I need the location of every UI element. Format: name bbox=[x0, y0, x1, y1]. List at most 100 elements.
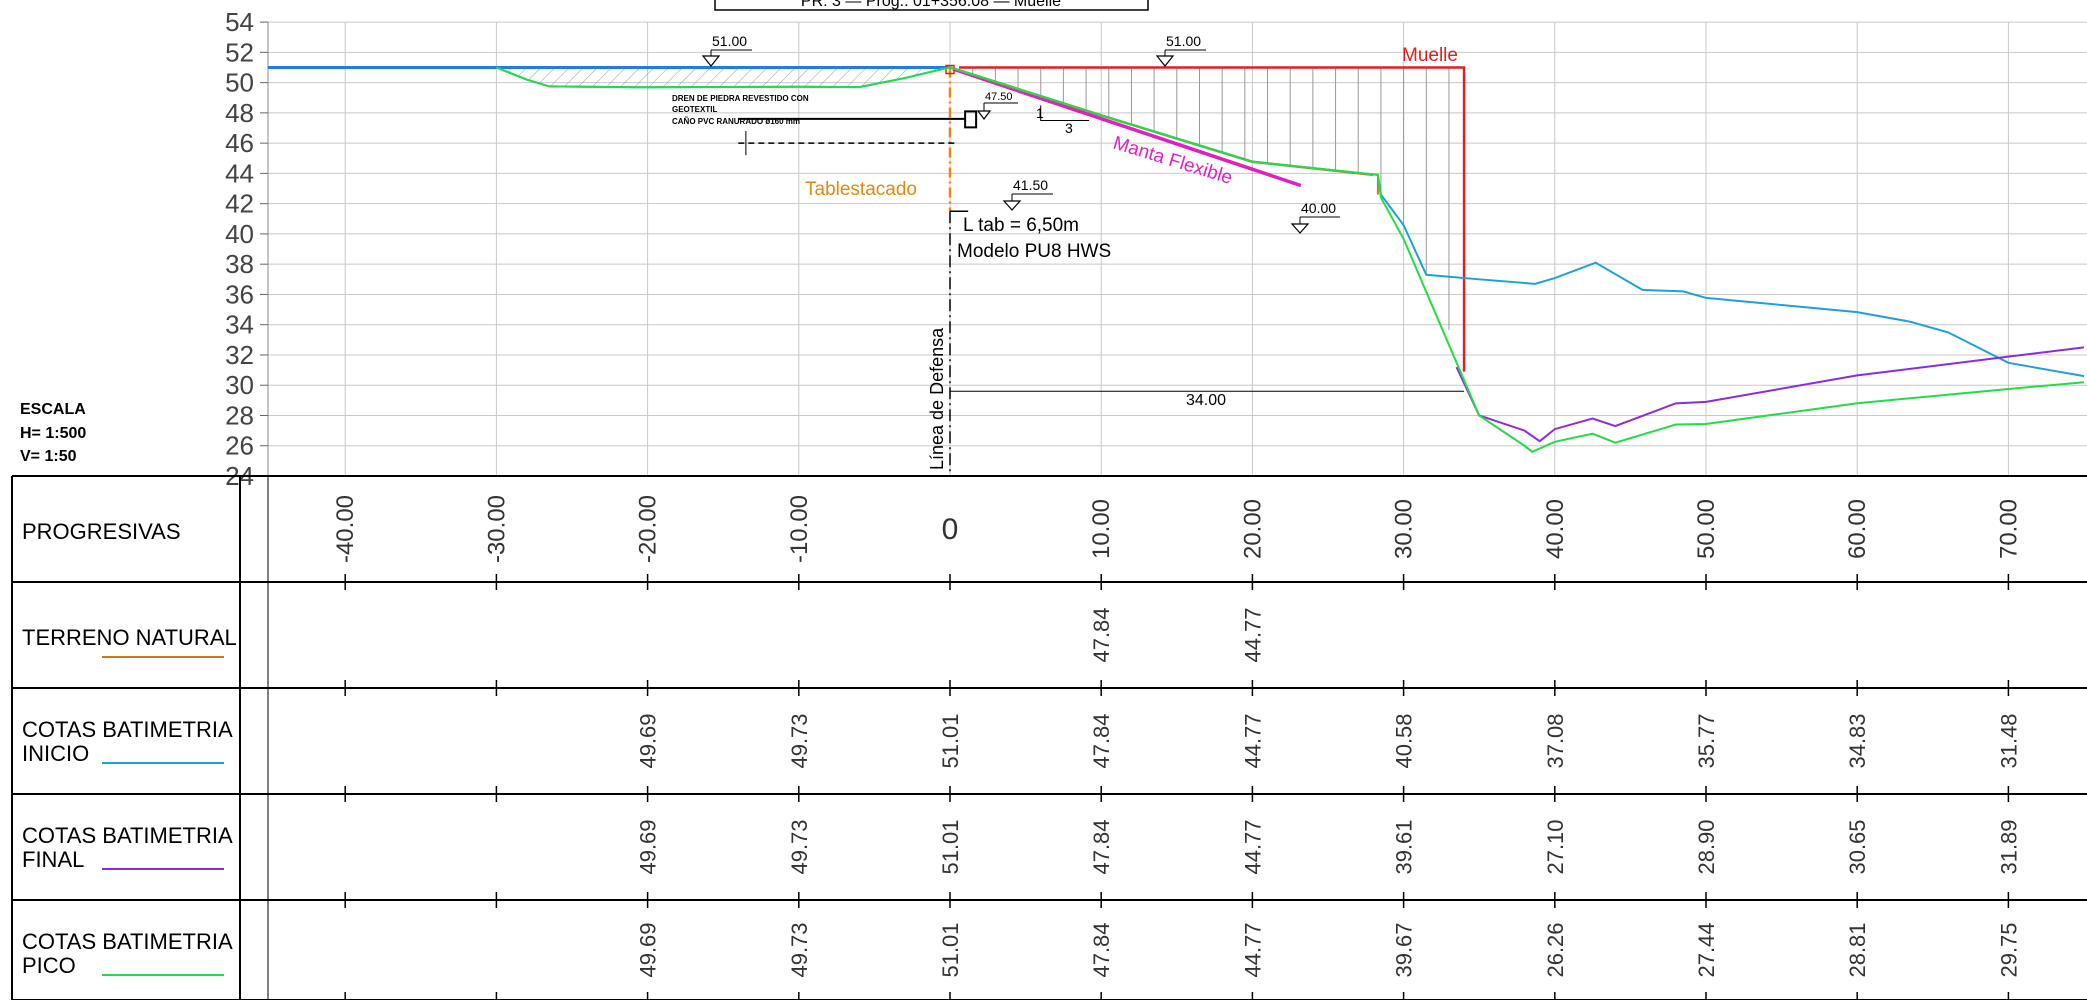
grid bbox=[267, 21, 2087, 477]
muelle-outline bbox=[959, 66, 1466, 372]
y-tick-label: 28 bbox=[225, 400, 254, 430]
inicio-value: 34.83 bbox=[1845, 713, 1870, 768]
manta-flexible-line bbox=[952, 67, 1302, 188]
y-tick-label: 52 bbox=[225, 37, 254, 67]
slope-h-label: 3 bbox=[1065, 120, 1073, 136]
fills bbox=[496, 67, 1450, 331]
final-value: 44.77 bbox=[1240, 819, 1265, 874]
dren-box bbox=[964, 110, 978, 129]
station-label: 30.00 bbox=[1391, 499, 1418, 559]
y-tick-label: 46 bbox=[225, 128, 254, 158]
station-label: -40.00 bbox=[332, 495, 359, 563]
inicio-value: 44.77 bbox=[1240, 713, 1265, 768]
tablestacado-label: Tablestacado bbox=[805, 179, 917, 200]
inicio-value: 37.08 bbox=[1543, 713, 1568, 768]
pico-value: 47.84 bbox=[1089, 922, 1114, 977]
station-label: -20.00 bbox=[635, 495, 662, 563]
final-value: 39.61 bbox=[1392, 819, 1417, 874]
y-tick-label: 34 bbox=[225, 310, 254, 340]
pico-value: 51.01 bbox=[938, 922, 963, 977]
elevation-marker-47: 47.50 bbox=[976, 91, 1018, 120]
elevation-marker-51b: 51.00 bbox=[1155, 33, 1206, 67]
final-value: 47.84 bbox=[1089, 819, 1114, 874]
station-label: -10.00 bbox=[786, 495, 813, 563]
elevation-marker-40: 40.00 bbox=[1290, 200, 1340, 234]
slope-v-label: 1 bbox=[1036, 105, 1044, 121]
distance-label: 34.00 bbox=[1186, 392, 1226, 409]
y-tick-label: 32 bbox=[225, 340, 254, 370]
dren-label-3: CAÑO PVC RANURADO ø160 mm bbox=[672, 117, 800, 126]
y-tick-label: 54 bbox=[225, 7, 254, 37]
svg-text:47.50: 47.50 bbox=[985, 91, 1013, 103]
row-header-final-2: FINAL bbox=[22, 847, 84, 872]
inicio-value: 31.48 bbox=[1996, 713, 2021, 768]
pico-value: 44.77 bbox=[1240, 922, 1265, 977]
inicio-value: 47.84 bbox=[1089, 713, 1114, 768]
pico-value: 28.81 bbox=[1845, 922, 1870, 977]
final-value: 51.01 bbox=[938, 819, 963, 874]
y-tick-label: 40 bbox=[225, 219, 254, 249]
station-label: 0 bbox=[942, 513, 959, 546]
final-value: 30.65 bbox=[1845, 819, 1870, 874]
station-label: 60.00 bbox=[1844, 499, 1871, 559]
row-header-inicio-1: COTAS BATIMETRIA bbox=[22, 717, 233, 742]
dren-label-2: GEOTEXTIL bbox=[672, 105, 717, 114]
inicio-value: 40.58 bbox=[1392, 713, 1417, 768]
y-tick-label: 44 bbox=[225, 158, 254, 188]
svg-text:51.00: 51.00 bbox=[712, 33, 747, 49]
title-box bbox=[714, 0, 1149, 11]
scale-v: V= 1:50 bbox=[20, 448, 77, 465]
scale-title: ESCALA bbox=[20, 401, 86, 418]
y-tick-label: 36 bbox=[225, 279, 254, 309]
station-label: 20.00 bbox=[1239, 499, 1266, 559]
row-header-terreno: TERRENO NATURAL bbox=[22, 625, 237, 650]
final-line bbox=[1455, 346, 2085, 443]
pico-value: 26.26 bbox=[1543, 922, 1568, 977]
structures bbox=[268, 64, 1466, 476]
scale-h: H= 1:500 bbox=[20, 425, 86, 442]
muelle-label: Muelle bbox=[1402, 45, 1458, 66]
row-header-pico-2: PICO bbox=[22, 953, 76, 978]
svg-text:40.00: 40.00 bbox=[1301, 200, 1336, 216]
svg-text:41.50: 41.50 bbox=[1013, 177, 1048, 193]
final-value: 49.73 bbox=[787, 819, 812, 874]
pico-value: 49.69 bbox=[636, 922, 661, 977]
terreno-value: 47.84 bbox=[1089, 607, 1114, 662]
row-header-inicio-2: INICIO bbox=[22, 741, 89, 766]
row-header-progresivas: PROGRESIVAS bbox=[22, 519, 181, 544]
y-tick-label: 48 bbox=[225, 98, 254, 128]
hatch-fill-left bbox=[496, 67, 950, 88]
station-label: 40.00 bbox=[1542, 499, 1569, 559]
pico-value: 49.73 bbox=[787, 922, 812, 977]
inicio-value: 49.69 bbox=[636, 713, 661, 768]
pico-value: 29.75 bbox=[1996, 922, 2021, 977]
y-axis-ticks: 54525048464442403836343230282624 bbox=[225, 7, 268, 491]
row-header-final-1: COTAS BATIMETRIA bbox=[22, 823, 233, 848]
terreno-value: 44.77 bbox=[1240, 607, 1265, 662]
ltab-label: L tab = 6,50m bbox=[963, 215, 1079, 236]
final-value: 31.89 bbox=[1996, 819, 2021, 874]
title-text: PR: 3 — Prog.: 01+356.08 — Muelle bbox=[801, 0, 1061, 10]
y-tick-label: 42 bbox=[225, 189, 254, 219]
y-tick-label: 26 bbox=[225, 431, 254, 461]
pico-line bbox=[496, 66, 2085, 453]
pico-value: 39.67 bbox=[1392, 922, 1417, 977]
station-label: -30.00 bbox=[483, 495, 510, 563]
elevation-marker-41: 41.50 bbox=[1002, 177, 1053, 211]
elevation-marker-51a: 51.00 bbox=[701, 33, 752, 67]
svg-text:51.00: 51.00 bbox=[1166, 33, 1201, 49]
station-label: 50.00 bbox=[1693, 499, 1720, 559]
dren-label-1: DREN DE PIEDRA REVESTIDO CON bbox=[672, 94, 809, 103]
inicio-value: 51.01 bbox=[938, 713, 963, 768]
inicio-value: 35.77 bbox=[1694, 713, 1719, 768]
data-table: PROGRESIVAS TERRENO NATURAL COTAS BATIMETR… bbox=[11, 475, 2087, 1000]
inicio-value: 49.73 bbox=[787, 713, 812, 768]
y-tick-label: 30 bbox=[225, 370, 254, 400]
final-value: 27.10 bbox=[1543, 819, 1568, 874]
series-lines bbox=[496, 66, 2085, 453]
station-label: 70.00 bbox=[1995, 499, 2022, 559]
final-value: 28.90 bbox=[1694, 819, 1719, 874]
y-tick-label: 38 bbox=[225, 249, 254, 279]
